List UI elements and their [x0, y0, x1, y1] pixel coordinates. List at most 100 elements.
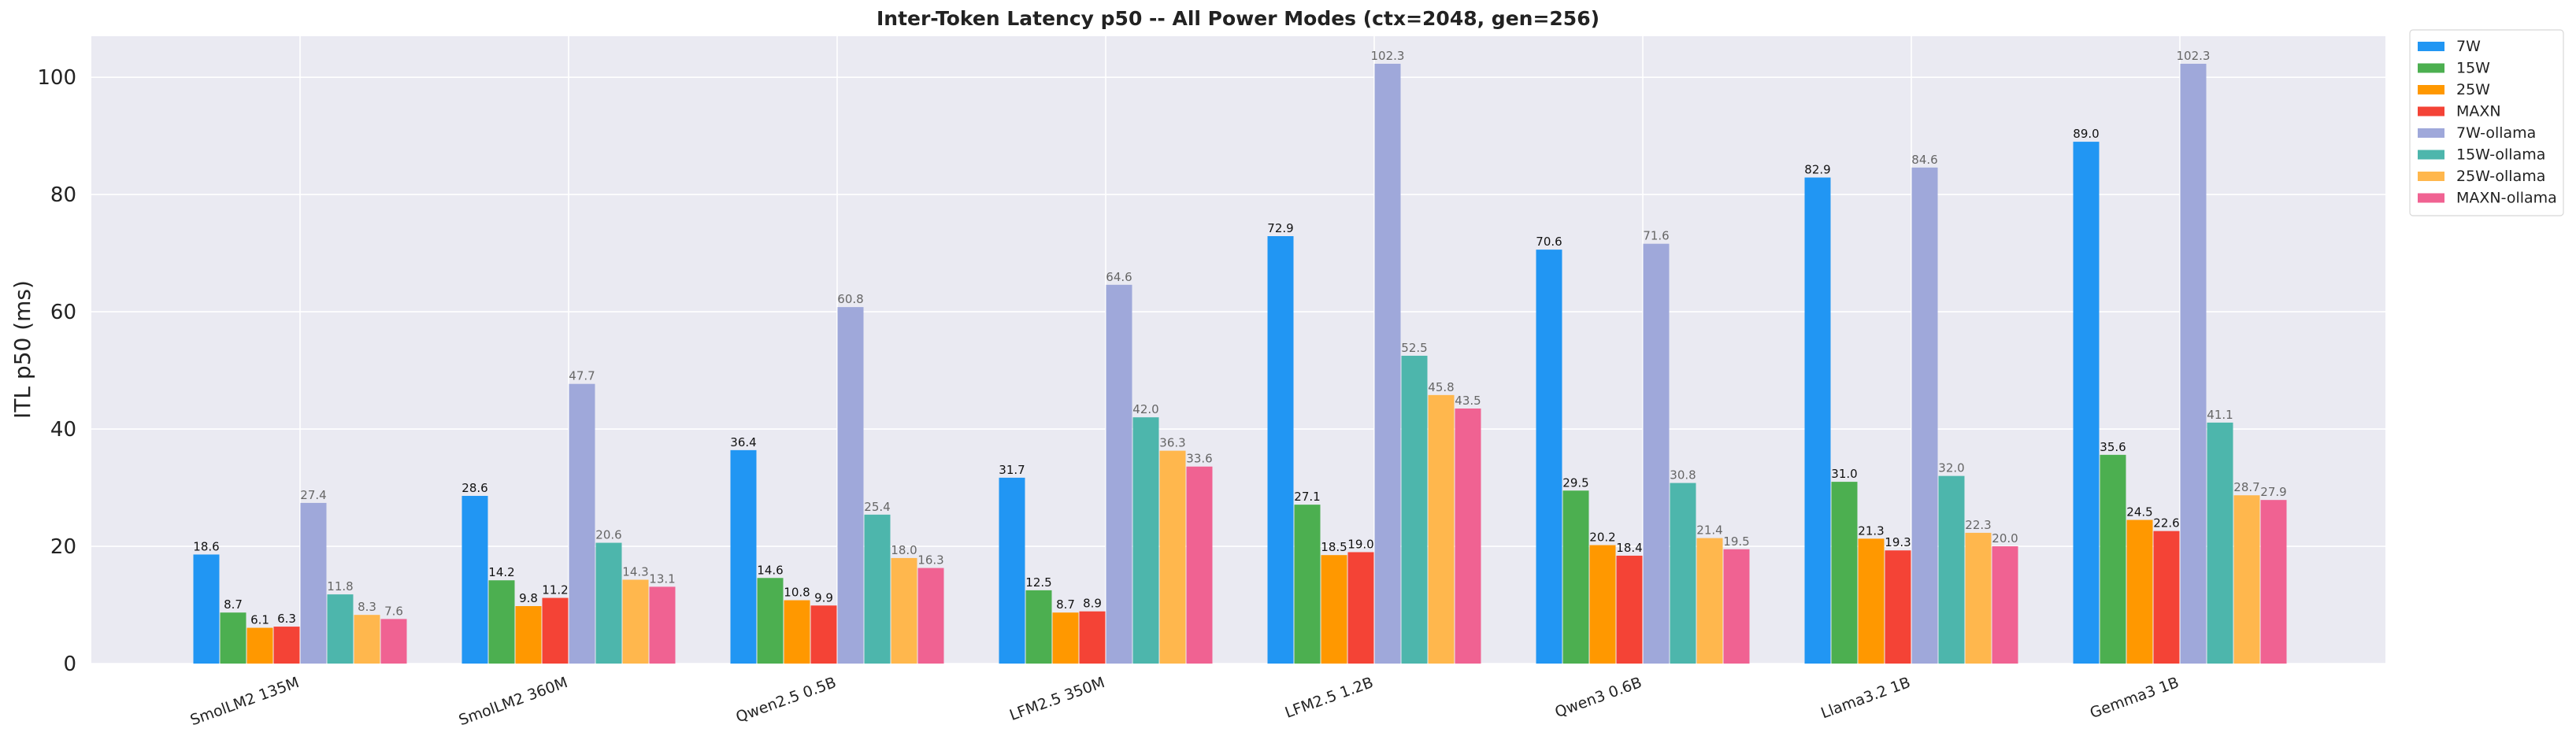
data-label: 32.0	[1938, 461, 1964, 475]
data-label: 31.7	[999, 463, 1025, 477]
data-label: 45.8	[1428, 380, 1454, 394]
data-label: 41.1	[2207, 408, 2233, 422]
data-label: 27.4	[300, 488, 326, 502]
data-label: 18.5	[1321, 540, 1347, 554]
data-label: 10.8	[784, 586, 810, 600]
data-label: 36.4	[730, 435, 756, 449]
y-tick-label: 40	[50, 418, 76, 442]
data-label: 20.0	[1992, 531, 2018, 545]
x-tick-label: Qwen2.5 0.5B	[734, 674, 839, 726]
data-label: 11.8	[327, 579, 353, 594]
data-label: 20.2	[1589, 531, 1615, 545]
data-label: 22.6	[2153, 516, 2179, 531]
bar	[1186, 466, 1213, 664]
data-label: 84.6	[1911, 153, 1937, 167]
data-label: 8.9	[1083, 597, 1102, 611]
data-label: 27.9	[2260, 485, 2286, 499]
bar	[2207, 422, 2233, 664]
bar	[273, 627, 300, 664]
data-label: 18.4	[1616, 541, 1642, 555]
legend-swatch	[2418, 193, 2444, 203]
data-label: 9.8	[519, 591, 538, 605]
bar	[1670, 483, 1696, 664]
data-label: 28.7	[2233, 480, 2259, 494]
bar	[220, 612, 246, 664]
bar	[488, 580, 515, 664]
bar	[1858, 538, 1885, 664]
data-label: 36.3	[1159, 436, 1185, 450]
bar	[1723, 549, 1750, 664]
chart-title: Inter-Token Latency p50 -- All Power Mod…	[877, 7, 1599, 30]
bar	[2260, 500, 2287, 664]
legend-label: 25W	[2456, 81, 2490, 98]
y-tick-label: 60	[50, 301, 76, 324]
data-label: 71.6	[1643, 229, 1669, 243]
data-label: 82.9	[1804, 163, 1830, 177]
data-label: 18.6	[193, 539, 219, 553]
data-label: 6.1	[250, 613, 269, 627]
bar	[891, 557, 917, 664]
legend-swatch	[2418, 63, 2444, 73]
bar	[1428, 394, 1455, 664]
bar	[1536, 250, 1562, 664]
data-label: 42.0	[1132, 402, 1158, 416]
x-tick-label: SmolLM2 135M	[188, 674, 302, 729]
bar	[193, 554, 220, 664]
bar	[1052, 612, 1079, 664]
data-label: 22.3	[1965, 518, 1991, 532]
legend-label: 7W	[2456, 38, 2481, 55]
bar	[2153, 531, 2180, 664]
bar	[1079, 611, 1106, 664]
data-label: 18.0	[891, 543, 917, 557]
x-tick-label: LFM2.5 350M	[1007, 674, 1107, 724]
bar	[300, 502, 327, 664]
data-label: 14.6	[757, 563, 783, 577]
bar	[757, 578, 784, 664]
bar	[1589, 545, 1616, 664]
data-label: 70.6	[1536, 235, 1562, 249]
bar	[1374, 64, 1401, 664]
data-label: 33.6	[1186, 452, 1212, 466]
legend-label: 7W-ollama	[2456, 124, 2536, 142]
bar	[354, 615, 380, 664]
legend-swatch	[2418, 172, 2444, 181]
data-label: 8.3	[358, 600, 376, 614]
bar	[1938, 475, 1965, 664]
data-label: 64.6	[1106, 270, 1132, 284]
data-label: 60.8	[837, 292, 863, 306]
legend-swatch	[2418, 85, 2444, 94]
bar	[864, 514, 891, 664]
bar	[1804, 177, 1831, 664]
legend-label: MAXN	[2456, 103, 2501, 120]
y-tick-labels: 0 20 40 60 80 100	[37, 66, 76, 676]
bars	[193, 64, 2287, 664]
bar	[246, 627, 273, 664]
bar	[1159, 450, 1186, 664]
data-label: 13.1	[649, 571, 675, 586]
bar	[1616, 555, 1643, 664]
x-tick-label: Qwen3 0.6B	[1553, 674, 1644, 721]
bar	[649, 586, 676, 664]
data-label: 31.0	[1831, 467, 1857, 481]
legend-label: MAXN-ollama	[2456, 190, 2557, 207]
bar	[461, 495, 488, 664]
x-tick-labels: SmolLM2 135M SmolLM2 360M Qwen2.5 0.5B LFM2…	[188, 674, 2181, 729]
y-tick-label: 100	[37, 66, 76, 90]
bar	[917, 568, 944, 664]
bar	[380, 619, 407, 664]
data-label: 52.5	[1401, 341, 1427, 355]
bar	[1696, 538, 1723, 664]
data-label: 19.3	[1885, 535, 1911, 549]
bar	[1106, 284, 1132, 664]
bar	[837, 307, 864, 664]
legend-swatch	[2418, 106, 2444, 116]
bar	[2100, 454, 2126, 664]
bar	[2126, 520, 2153, 664]
bar	[1992, 546, 2018, 664]
x-tick-label: SmolLM2 360M	[457, 674, 570, 729]
bar	[1562, 490, 1589, 664]
y-tick-label: 80	[50, 183, 76, 207]
legend-label: 15W-ollama	[2456, 146, 2545, 164]
